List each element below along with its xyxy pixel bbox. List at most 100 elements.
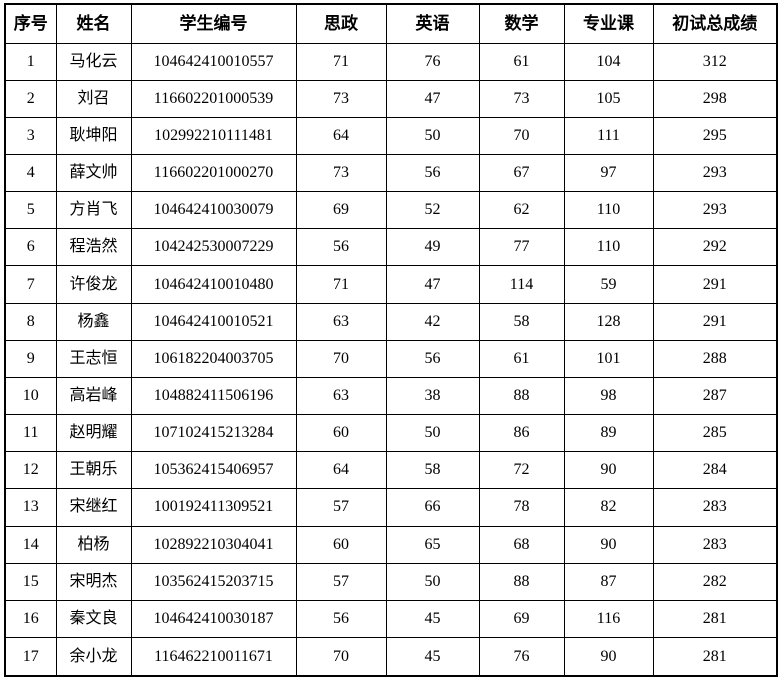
table-cell-total-score: 292: [652, 228, 778, 267]
table-cell-math: 88: [478, 376, 565, 416]
table-row: 17 余小龙 116462210011671 70 45 76 90 281: [4, 637, 778, 677]
table-cell-major-course: 128: [563, 302, 654, 341]
table-cell-student-id: 104642410030079: [130, 191, 297, 230]
table-cell-student-id: 102892210304041: [130, 525, 297, 564]
table-cell-index: 5: [4, 191, 57, 230]
table-cell-politics: 63: [295, 376, 387, 416]
table-cell-major-course: 105: [563, 79, 654, 118]
column-header-student-id: 学生编号: [130, 3, 297, 44]
table-cell-politics: 70: [295, 637, 387, 677]
table-cell-math: 61: [478, 339, 565, 378]
table-cell-student-id: 107102415213284: [130, 414, 297, 453]
table-cell-student-id: 104642410030187: [130, 599, 297, 639]
table-body: 1 马化云 104642410010557 71 76 61 104 312 2 刘召 116602…: [4, 42, 778, 677]
table-cell-major-course: 116: [563, 599, 654, 639]
table-cell-english: 56: [385, 153, 480, 193]
table-cell-name: 程浩然: [55, 228, 132, 267]
table-cell-index: 6: [4, 228, 57, 267]
table-cell-student-id: 102992210111481: [130, 116, 297, 155]
table-cell-index: 16: [4, 599, 57, 639]
column-header-major-course: 专业课: [563, 3, 654, 44]
table-cell-name: 秦文良: [55, 599, 132, 639]
table-cell-math: 114: [478, 265, 565, 304]
table-cell-major-course: 87: [563, 562, 654, 601]
table-cell-index: 12: [4, 451, 57, 490]
table-cell-politics: 63: [295, 302, 387, 341]
table-row: 15 宋明杰 103562415203715 57 50 88 87 282: [4, 562, 778, 601]
table-cell-english: 58: [385, 451, 480, 490]
table-cell-name: 宋明杰: [55, 562, 132, 601]
table-cell-english: 56: [385, 339, 480, 378]
table-cell-index: 9: [4, 339, 57, 378]
table-cell-index: 15: [4, 562, 57, 601]
table-cell-name: 薛文帅: [55, 153, 132, 193]
table-cell-index: 2: [4, 79, 57, 118]
table-cell-politics: 57: [295, 488, 387, 527]
table-cell-name: 宋继红: [55, 488, 132, 527]
table-cell-major-course: 97: [563, 153, 654, 193]
table-row: 10 高岩峰 104882411506196 63 38 88 98 287: [4, 376, 778, 416]
table-cell-name: 王朝乐: [55, 451, 132, 490]
table-cell-total-score: 285: [652, 414, 778, 453]
table-cell-index: 14: [4, 525, 57, 564]
table-row: 13 宋继红 100192411309521 57 66 78 82 283: [4, 488, 778, 527]
table-cell-major-course: 104: [563, 42, 654, 81]
table-cell-major-course: 110: [563, 191, 654, 230]
table-cell-math: 67: [478, 153, 565, 193]
table-cell-total-score: 293: [652, 191, 778, 230]
table-cell-student-id: 104242530007229: [130, 228, 297, 267]
table-cell-name: 耿坤阳: [55, 116, 132, 155]
table-cell-english: 66: [385, 488, 480, 527]
table-cell-student-id: 116602201000270: [130, 153, 297, 193]
table-cell-english: 76: [385, 42, 480, 81]
table-cell-politics: 70: [295, 339, 387, 378]
table-cell-student-id: 104642410010557: [130, 42, 297, 81]
table-cell-total-score: 298: [652, 79, 778, 118]
table-cell-total-score: 293: [652, 153, 778, 193]
table-row: 16 秦文良 104642410030187 56 45 69 116 281: [4, 599, 778, 639]
table-row: 14 柏杨 102892210304041 60 65 68 90 283: [4, 525, 778, 564]
table-cell-student-id: 104642410010480: [130, 265, 297, 304]
table-cell-politics: 71: [295, 42, 387, 81]
table-cell-name: 马化云: [55, 42, 132, 81]
table-cell-math: 86: [478, 414, 565, 453]
table-cell-politics: 69: [295, 191, 387, 230]
table-cell-name: 杨鑫: [55, 302, 132, 341]
table-cell-math: 70: [478, 116, 565, 155]
table-cell-politics: 71: [295, 265, 387, 304]
table-cell-total-score: 283: [652, 525, 778, 564]
table-cell-math: 62: [478, 191, 565, 230]
table-cell-major-course: 82: [563, 488, 654, 527]
table-cell-total-score: 312: [652, 42, 778, 81]
table-cell-index: 4: [4, 153, 57, 193]
column-header-total-score: 初试总成绩: [652, 3, 778, 44]
table-cell-english: 50: [385, 116, 480, 155]
table-cell-politics: 56: [295, 228, 387, 267]
table-cell-name: 余小龙: [55, 637, 132, 677]
table-cell-english: 50: [385, 562, 480, 601]
table-cell-name: 方肖飞: [55, 191, 132, 230]
table-cell-politics: 64: [295, 116, 387, 155]
table-cell-english: 52: [385, 191, 480, 230]
table-row: 4 薛文帅 116602201000270 73 56 67 97 293: [4, 153, 778, 193]
table-cell-student-id: 103562415203715: [130, 562, 297, 601]
table-cell-total-score: 291: [652, 265, 778, 304]
table-row: 7 许俊龙 104642410010480 71 47 114 59 291: [4, 265, 778, 304]
column-header-politics: 思政: [295, 3, 387, 44]
table-cell-student-id: 106182204003705: [130, 339, 297, 378]
table-cell-student-id: 116602201000539: [130, 79, 297, 118]
table-cell-math: 68: [478, 525, 565, 564]
table-cell-major-course: 98: [563, 376, 654, 416]
table-row: 3 耿坤阳 102992210111481 64 50 70 111 295: [4, 116, 778, 155]
table-row: 11 赵明耀 107102415213284 60 50 86 89 285: [4, 414, 778, 453]
score-table: 序号 姓名 学生编号 思政 英语 数学 专业课 初试总成绩 1 马化云 1046424100105…: [4, 3, 778, 677]
table-cell-student-id: 100192411309521: [130, 488, 297, 527]
table-cell-total-score: 284: [652, 451, 778, 490]
table-cell-index: 17: [4, 637, 57, 677]
table-cell-english: 50: [385, 414, 480, 453]
table-cell-politics: 60: [295, 414, 387, 453]
column-header-english: 英语: [385, 3, 480, 44]
table-cell-major-course: 90: [563, 451, 654, 490]
table-cell-student-id: 116462210011671: [130, 637, 297, 677]
table-cell-english: 45: [385, 637, 480, 677]
